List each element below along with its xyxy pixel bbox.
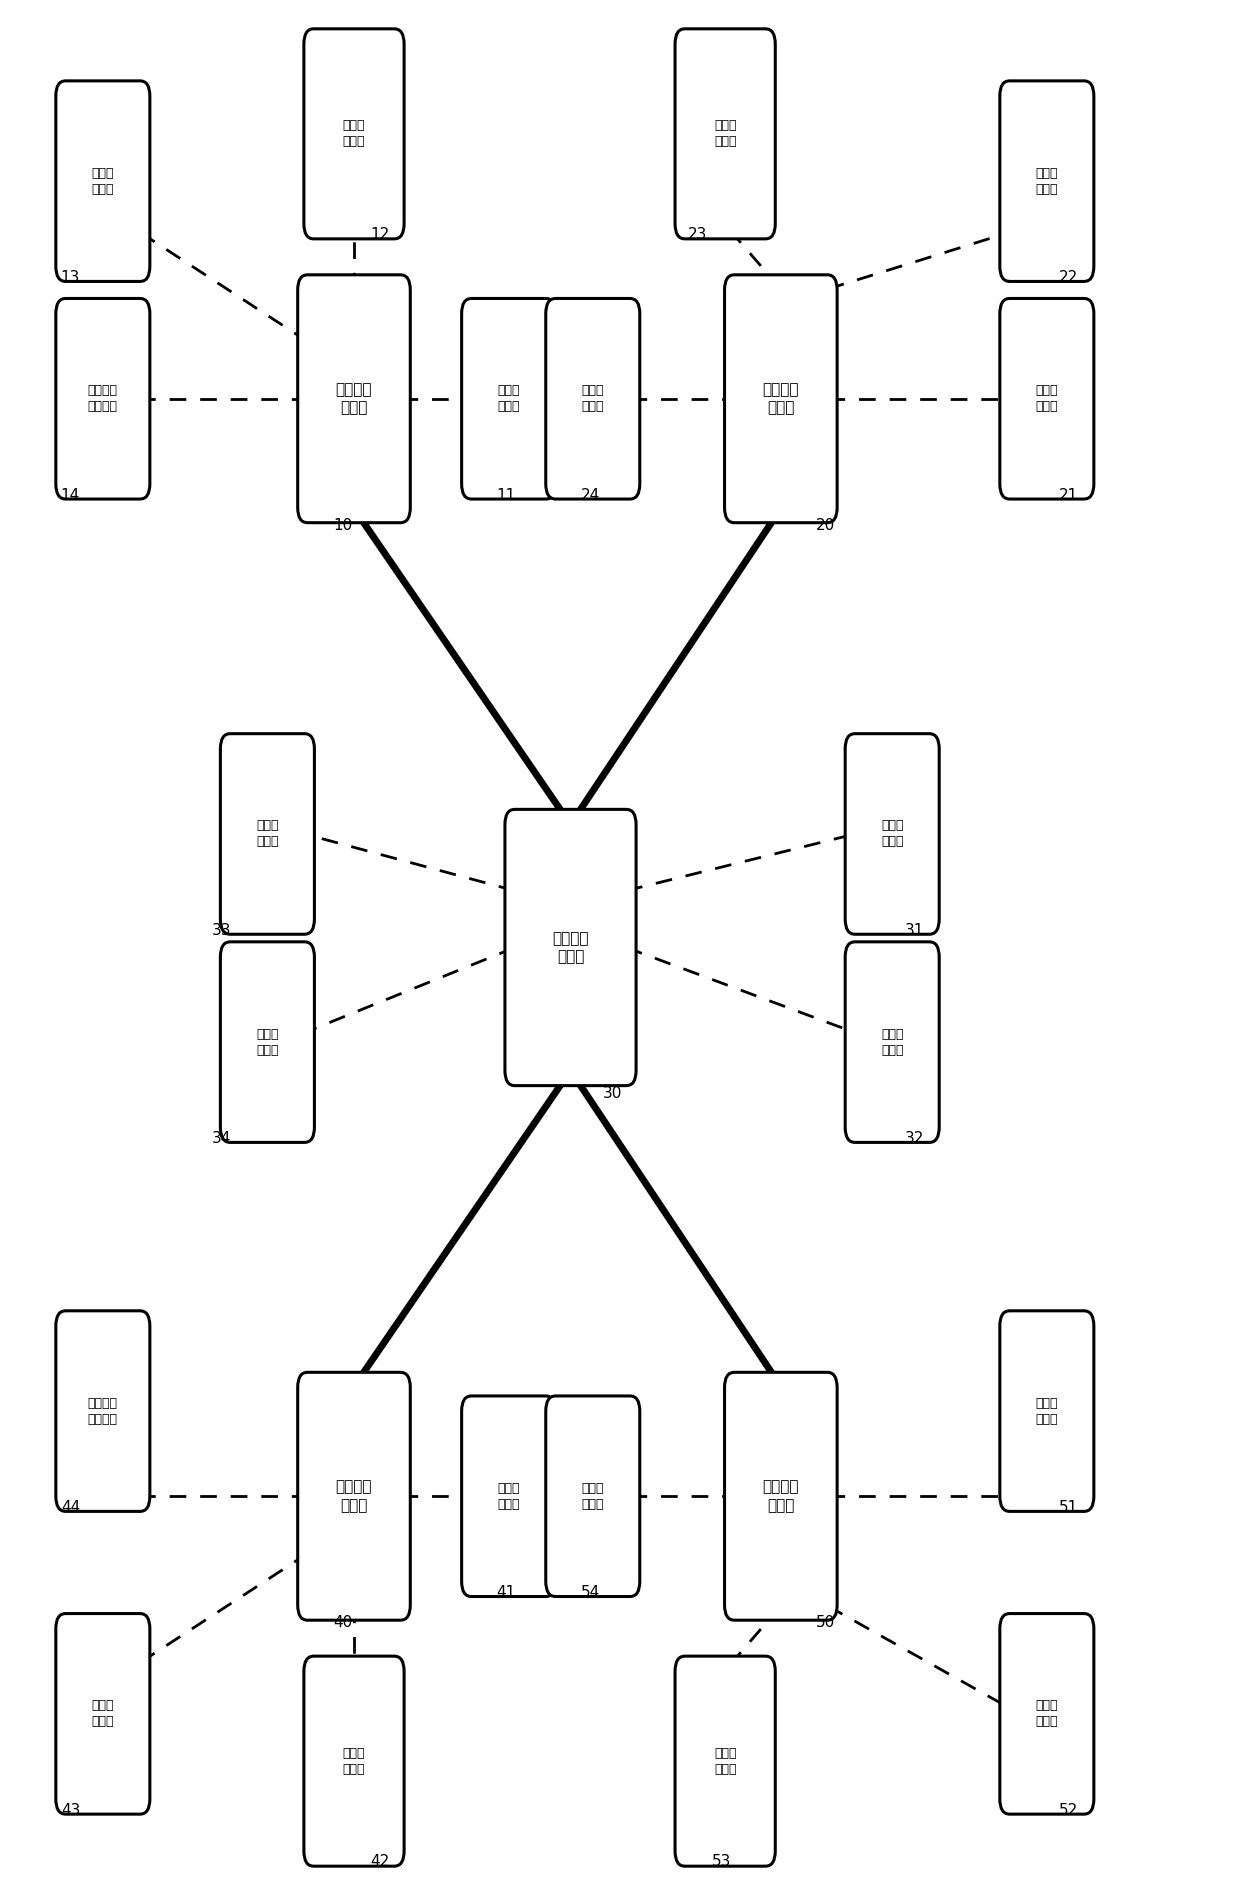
FancyBboxPatch shape: [298, 1372, 410, 1620]
Text: 34: 34: [212, 1131, 231, 1146]
FancyBboxPatch shape: [461, 299, 556, 498]
Text: 21: 21: [1059, 487, 1079, 502]
Text: 54: 54: [580, 1586, 600, 1599]
Text: 第三子
控制器: 第三子 控制器: [714, 119, 737, 148]
Text: 43: 43: [61, 1802, 81, 1817]
Text: 左后区域
控制器: 左后区域 控制器: [336, 1480, 372, 1512]
Text: 右后区域
控制器: 右后区域 控制器: [763, 1480, 799, 1512]
Text: 第二子
控制器: 第二子 控制器: [1035, 1700, 1058, 1728]
FancyBboxPatch shape: [999, 1613, 1094, 1814]
FancyBboxPatch shape: [846, 733, 939, 934]
Text: 44: 44: [61, 1501, 81, 1514]
FancyBboxPatch shape: [56, 81, 150, 282]
Text: 第一子
控制器: 第一子 控制器: [1035, 1397, 1058, 1425]
FancyBboxPatch shape: [56, 1613, 150, 1814]
Text: 12: 12: [370, 227, 389, 241]
Text: 33: 33: [212, 923, 231, 938]
Text: 41: 41: [496, 1586, 516, 1599]
Text: 第三中
控制器: 第三中 控制器: [257, 819, 279, 849]
FancyBboxPatch shape: [675, 28, 775, 239]
Text: 22: 22: [1059, 271, 1079, 284]
Text: 10: 10: [334, 517, 352, 532]
Text: 第一子
控制器: 第一子 控制器: [497, 385, 520, 413]
Text: 第二中
控制器: 第二中 控制器: [880, 1027, 904, 1057]
Text: 第三子
控制器: 第三子 控制器: [1035, 167, 1058, 195]
Text: 40: 40: [334, 1615, 352, 1630]
Text: 第一子
控制器: 第一子 控制器: [582, 1482, 604, 1510]
FancyBboxPatch shape: [221, 942, 315, 1143]
Text: 第三子
控制器: 第三子 控制器: [714, 1747, 737, 1776]
Text: 24: 24: [580, 487, 600, 502]
Text: 42: 42: [370, 1853, 389, 1868]
FancyBboxPatch shape: [999, 299, 1094, 498]
Text: 第三子
控制器: 第三子 控制器: [92, 167, 114, 195]
Text: 50: 50: [816, 1615, 835, 1630]
Text: 52: 52: [1059, 1802, 1079, 1817]
FancyBboxPatch shape: [221, 733, 315, 934]
FancyBboxPatch shape: [304, 1656, 404, 1867]
Text: 13: 13: [61, 271, 81, 284]
FancyBboxPatch shape: [999, 1311, 1094, 1512]
FancyBboxPatch shape: [304, 28, 404, 239]
Text: 第一子
控制器: 第一子 控制器: [582, 385, 604, 413]
FancyBboxPatch shape: [505, 809, 636, 1086]
Text: 23: 23: [688, 227, 708, 241]
FancyBboxPatch shape: [724, 275, 837, 523]
Text: 31: 31: [904, 923, 924, 938]
FancyBboxPatch shape: [675, 1656, 775, 1867]
Text: 子控制器
子控制器: 子控制器 子控制器: [88, 385, 118, 413]
Text: 子控制器
子控制器: 子控制器 子控制器: [88, 1397, 118, 1425]
Text: 第一子
控制器: 第一子 控制器: [342, 1747, 366, 1776]
FancyBboxPatch shape: [546, 1397, 640, 1596]
Text: 11: 11: [496, 487, 516, 502]
Text: 53: 53: [712, 1853, 730, 1868]
Text: 第一子
控制器: 第一子 控制器: [342, 119, 366, 148]
Text: 第三子
控制器: 第三子 控制器: [92, 1700, 114, 1728]
Text: 第一子
控制器: 第一子 控制器: [1035, 385, 1058, 413]
FancyBboxPatch shape: [546, 299, 640, 498]
Text: 51: 51: [1059, 1501, 1079, 1514]
Text: 右前区域
控制器: 右前区域 控制器: [763, 383, 799, 415]
Text: 第一中
控制器: 第一中 控制器: [880, 819, 904, 849]
FancyBboxPatch shape: [724, 1372, 837, 1620]
FancyBboxPatch shape: [298, 275, 410, 523]
Text: 30: 30: [603, 1086, 622, 1101]
Text: 中回路
控制器: 中回路 控制器: [257, 1027, 279, 1057]
Text: 第一子
控制器: 第一子 控制器: [497, 1482, 520, 1510]
Text: 14: 14: [61, 487, 81, 502]
FancyBboxPatch shape: [461, 1397, 556, 1596]
Text: 左前区域
控制器: 左前区域 控制器: [336, 383, 372, 415]
FancyBboxPatch shape: [56, 1311, 150, 1512]
FancyBboxPatch shape: [999, 81, 1094, 282]
FancyBboxPatch shape: [846, 942, 939, 1143]
Text: 20: 20: [816, 517, 835, 532]
FancyBboxPatch shape: [56, 299, 150, 498]
Text: 中央区域
控制器: 中央区域 控制器: [552, 930, 589, 965]
Text: 32: 32: [904, 1131, 924, 1146]
